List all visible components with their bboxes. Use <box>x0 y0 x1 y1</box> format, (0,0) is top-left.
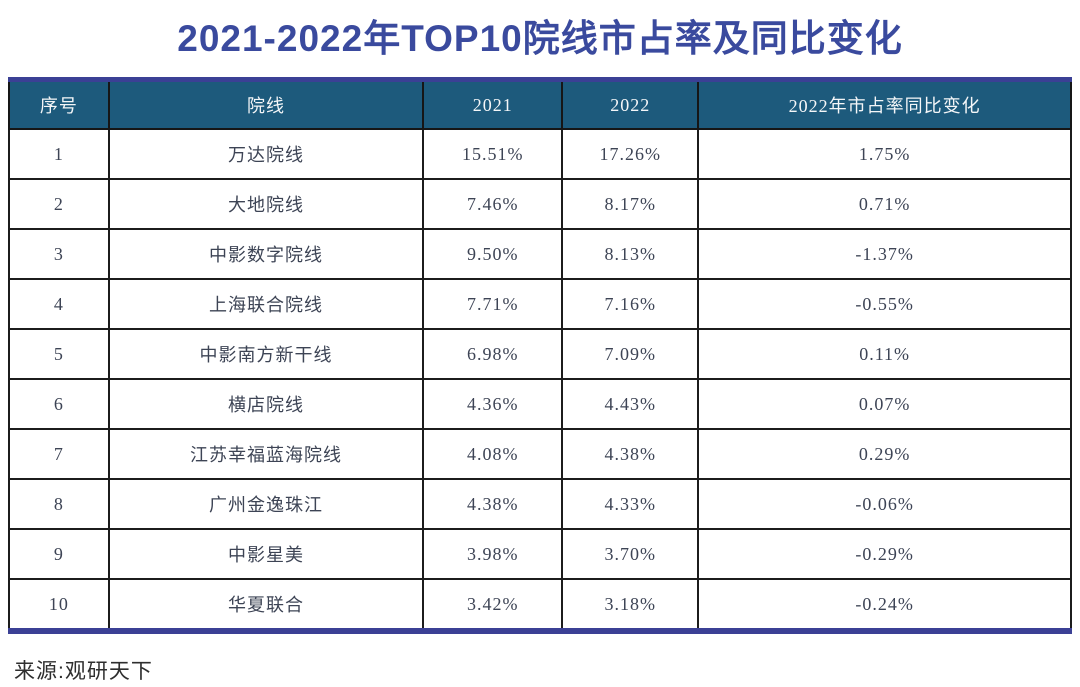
rank-cell: 9 <box>8 528 110 580</box>
table-body: 1 万达院线 15.51% 17.26% 1.75% 2 大地院线 7.46% 8.17% 0.7… <box>8 128 1072 628</box>
table-row: 4 上海联合院线 7.71% 7.16% -0.55% <box>8 278 1072 330</box>
yoy-change-cell: 0.11% <box>697 328 1072 380</box>
chain-name-cell: 广州金逸珠江 <box>107 478 425 530</box>
rank-cell: 1 <box>8 128 110 180</box>
chain-name-cell: 上海联合院线 <box>107 278 425 330</box>
chain-name-cell: 中影南方新干线 <box>107 328 425 380</box>
share-2021-cell: 6.98% <box>422 328 564 380</box>
share-2021-cell: 7.46% <box>422 178 564 230</box>
table-row: 5 中影南方新干线 6.98% 7.09% 0.11% <box>8 328 1072 380</box>
share-2022-cell: 8.13% <box>561 228 700 280</box>
rank-cell: 8 <box>8 478 110 530</box>
share-2021-cell: 4.36% <box>422 378 564 430</box>
yoy-change-cell: 0.29% <box>697 428 1072 480</box>
share-2021-cell: 7.71% <box>422 278 564 330</box>
share-2021-cell: 4.08% <box>422 428 564 480</box>
table-row: 3 中影数字院线 9.50% 8.13% -1.37% <box>8 228 1072 280</box>
table-row: 1 万达院线 15.51% 17.26% 1.75% <box>8 128 1072 180</box>
share-2022-cell: 17.26% <box>561 128 700 180</box>
column-header-yoy-change: 2022年市占率同比变化 <box>697 82 1072 130</box>
rank-cell: 6 <box>8 378 110 430</box>
yoy-change-cell: -0.24% <box>697 578 1072 628</box>
source-text: 来源:观研天下 <box>14 660 153 683</box>
yoy-change-cell: 1.75% <box>697 128 1072 180</box>
market-share-table: 序号 院线 2021 2022 2022年市占率同比变化 1 万达院线 15.51%… <box>8 82 1072 628</box>
chain-name-cell: 大地院线 <box>107 178 425 230</box>
table-row: 10 华夏联合 3.42% 3.18% -0.24% <box>8 578 1072 628</box>
yoy-change-cell: -0.29% <box>697 528 1072 580</box>
rank-cell: 4 <box>8 278 110 330</box>
chain-name-cell: 江苏幸福蓝海院线 <box>107 428 425 480</box>
table-row: 7 江苏幸福蓝海院线 4.08% 4.38% 0.29% <box>8 428 1072 480</box>
share-2021-cell: 4.38% <box>422 478 564 530</box>
chain-name-cell: 横店院线 <box>107 378 425 430</box>
rank-cell: 7 <box>8 428 110 480</box>
column-header-rank: 序号 <box>8 82 110 130</box>
header-row: 序号 院线 2021 2022 2022年市占率同比变化 <box>8 82 1072 130</box>
yoy-change-cell: -0.06% <box>697 478 1072 530</box>
chain-name-cell: 中影数字院线 <box>107 228 425 280</box>
chain-name-cell: 中影星美 <box>107 528 425 580</box>
table-row: 6 横店院线 4.36% 4.43% 0.07% <box>8 378 1072 430</box>
share-2021-cell: 9.50% <box>422 228 564 280</box>
yoy-change-cell: 0.07% <box>697 378 1072 430</box>
table-row: 8 广州金逸珠江 4.38% 4.33% -0.06% <box>8 478 1072 530</box>
share-2021-cell: 15.51% <box>422 128 564 180</box>
table-row: 2 大地院线 7.46% 8.17% 0.71% <box>8 178 1072 230</box>
share-2022-cell: 3.70% <box>561 528 700 580</box>
chain-name-cell: 万达院线 <box>107 128 425 180</box>
chain-name-cell: 华夏联合 <box>107 578 425 628</box>
page-title: 2021-2022年TOP10院线市占率及同比变化 <box>177 18 903 59</box>
table-row: 9 中影星美 3.98% 3.70% -0.29% <box>8 528 1072 580</box>
share-2022-cell: 4.33% <box>561 478 700 530</box>
yoy-change-cell: -1.37% <box>697 228 1072 280</box>
rank-cell: 3 <box>8 228 110 280</box>
column-header-chain: 院线 <box>107 82 425 130</box>
share-2022-cell: 8.17% <box>561 178 700 230</box>
yoy-change-cell: -0.55% <box>697 278 1072 330</box>
rank-cell: 2 <box>8 178 110 230</box>
rank-cell: 5 <box>8 328 110 380</box>
share-2022-cell: 7.09% <box>561 328 700 380</box>
share-2021-cell: 3.42% <box>422 578 564 628</box>
share-2022-cell: 3.18% <box>561 578 700 628</box>
share-2022-cell: 4.38% <box>561 428 700 480</box>
rank-cell: 10 <box>8 578 110 628</box>
share-2022-cell: 4.43% <box>561 378 700 430</box>
yoy-change-cell: 0.71% <box>697 178 1072 230</box>
share-2021-cell: 3.98% <box>422 528 564 580</box>
share-2022-cell: 7.16% <box>561 278 700 330</box>
market-share-table-wrapper: 序号 院线 2021 2022 2022年市占率同比变化 1 万达院线 15.51%… <box>8 77 1072 634</box>
table-header: 序号 院线 2021 2022 2022年市占率同比变化 <box>8 82 1072 130</box>
column-header-2021: 2021 <box>422 82 564 130</box>
column-header-2022: 2022 <box>561 82 700 130</box>
